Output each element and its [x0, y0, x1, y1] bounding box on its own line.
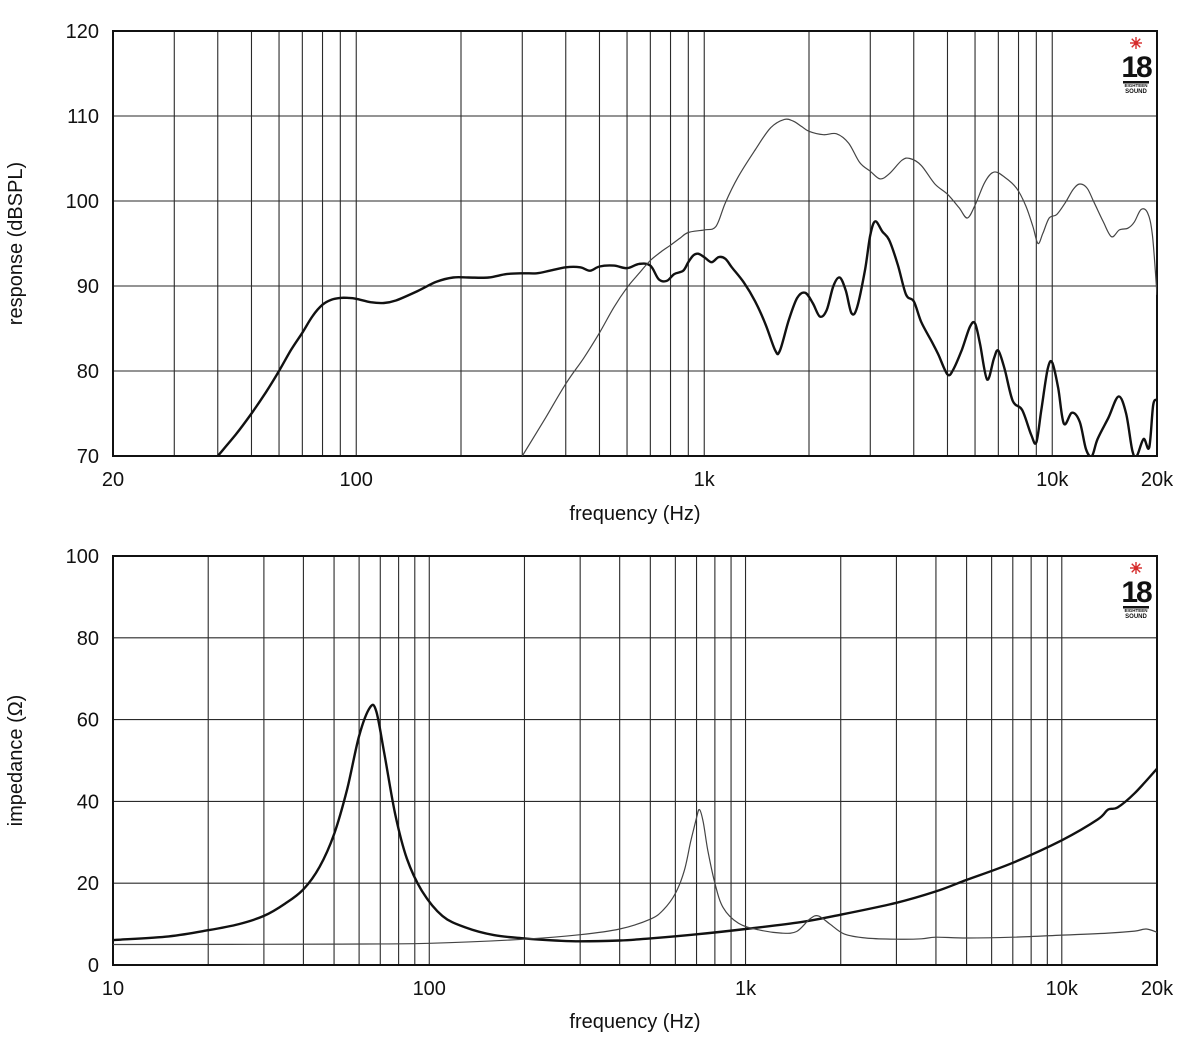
response-x-tick-label: 1k [694, 469, 716, 491]
response-y-tick-label: 100 [66, 191, 99, 213]
impedance-x-tick-label: 1k [735, 978, 757, 1000]
impedance-x-tick-label: 20k [1141, 978, 1174, 1000]
response-x-tick-label: 10k [1036, 469, 1069, 491]
impedance-x-tick-label: 100 [413, 978, 446, 1000]
impedance-plot-frame [112, 555, 1158, 966]
response-x-tick-label: 20 [102, 469, 124, 491]
impedance-y-tick-label: 20 [77, 873, 99, 895]
impedance-y-tick-label: 80 [77, 628, 99, 650]
response-x-tick-label: 100 [340, 469, 373, 491]
response-chart: 70 80 90 100 110 120 20 100 1k 10k 20k frequency (H… [5, 21, 1174, 525]
impedance-y-tick-label: 60 [77, 710, 99, 732]
impedance-x-axis-label: frequency (Hz) [569, 1011, 700, 1033]
svg-text:EIGHTEEN: EIGHTEEN [1124, 608, 1147, 613]
svg-text:SOUND: SOUND [1125, 614, 1147, 620]
response-y-axis-label: response (dBSPL) [5, 162, 27, 325]
response-x-axis-label: frequency (Hz) [569, 503, 700, 525]
svg-text:EIGHTEEN: EIGHTEEN [1124, 83, 1147, 88]
impedance-y-tick-label: 100 [66, 546, 99, 568]
woofer-response-line [216, 220, 1157, 456]
impedance-x-tick-label: 10 [102, 978, 124, 1000]
tweeter-impedance-line [113, 808, 1157, 946]
response-y-tick-label: 110 [67, 106, 99, 128]
brand-logo-number: 18 [1121, 576, 1152, 609]
brand-logo-number: 18 [1121, 51, 1152, 84]
response-y-tick-label: 80 [77, 361, 99, 383]
impedance-y-tick-label: 40 [77, 791, 99, 813]
response-x-tick-label: 20k [1141, 469, 1174, 491]
impedance-y-tick-label: 0 [88, 955, 99, 977]
response-plot-frame [112, 30, 1158, 457]
woofer-impedance-line [113, 703, 1157, 943]
impedance-x-tick-label: 10k [1046, 978, 1079, 1000]
response-y-tick-label: 90 [77, 276, 99, 298]
impedance-vertical-grid [112, 556, 1158, 965]
response-y-tick-label: 120 [66, 21, 99, 43]
brand-star-icon [1130, 562, 1142, 574]
brand-star-icon [1130, 37, 1142, 49]
impedance-chart: 0 20 40 60 80 100 10 100 1k 10k 20k frequency (Hz) i… [5, 546, 1174, 1033]
response-vertical-grid [112, 31, 1158, 456]
tweeter-response-line [521, 118, 1157, 456]
svg-text:SOUND: SOUND [1125, 89, 1147, 95]
response-y-tick-label: 70 [77, 446, 99, 468]
impedance-y-axis-label: impedance (Ω) [5, 695, 27, 827]
